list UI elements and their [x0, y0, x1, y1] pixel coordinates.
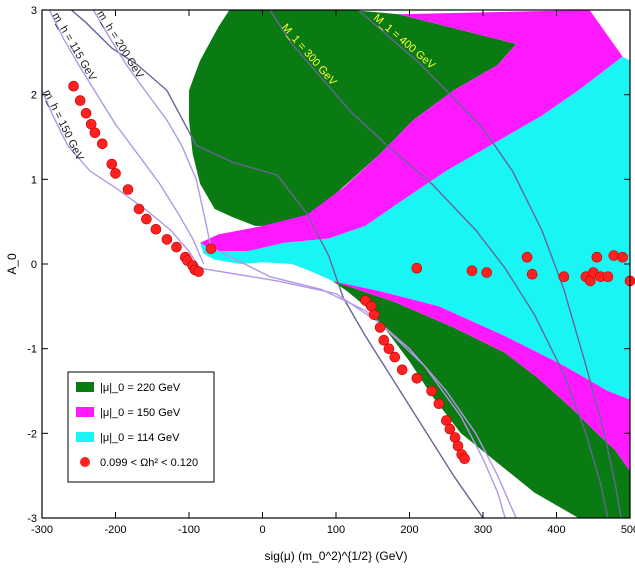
data-point-23: [374, 322, 386, 333]
data-point-29: [426, 385, 437, 397]
data-point-11: [150, 224, 162, 235]
y-tick-label: -2: [27, 428, 37, 440]
y-axis-title: A_0: [5, 253, 19, 275]
y-tick-label: 2: [31, 90, 37, 102]
data-point-41: [526, 268, 538, 280]
contour-curve-0: [269, 9, 609, 519]
data-point-27: [396, 364, 408, 376]
y-tick-label: 0: [31, 259, 37, 271]
contour-curve-5: [48, 9, 205, 265]
x-tick-label: 300: [474, 524, 492, 536]
region-1: [332, 280, 630, 518]
data-point-9: [133, 203, 145, 215]
legend-label: |μ|_0 = 220 GeV: [100, 382, 181, 394]
contour-curve-1: [357, 9, 622, 519]
data-point-30: [433, 398, 445, 410]
legend-label: |μ|_0 = 150 GeV: [100, 407, 181, 419]
data-point-32: [444, 423, 456, 435]
region-2: [200, 10, 623, 252]
x-tick-label: -100: [178, 524, 200, 536]
legend-label: 0.099 < Ωh² < 0.120: [100, 457, 198, 469]
y-tick-label: 3: [31, 5, 37, 17]
x-tick-label: 400: [547, 524, 565, 536]
data-point-26: [389, 351, 401, 363]
curve-label: m_h = 115 GeV: [50, 11, 99, 84]
data-point-37: [411, 262, 423, 274]
data-point-40: [521, 251, 533, 263]
legend-swatch: [76, 382, 94, 392]
x-tick-label: 200: [400, 524, 418, 536]
data-point-38: [466, 265, 478, 277]
data-point-13: [171, 241, 182, 253]
data-point-25: [383, 343, 395, 355]
legend-swatch: [76, 432, 94, 442]
region-3: [332, 280, 630, 472]
data-point-0: [68, 80, 79, 92]
region-4: [200, 56, 630, 400]
data-point-7: [110, 168, 121, 179]
data-point-4: [89, 127, 101, 139]
legend-label: |μ|_0 = 114 GeV: [100, 432, 180, 444]
y-tick-label: -1: [27, 344, 37, 356]
curve-label: m_h = 200 GeV: [94, 9, 145, 82]
data-point-49: [608, 250, 620, 261]
data-point-50: [617, 251, 628, 263]
y-tick-label: -3: [27, 513, 37, 525]
x-tick-label: 500: [621, 524, 635, 536]
data-point-6: [106, 158, 118, 170]
data-point-18: [193, 266, 204, 277]
data-point-8: [122, 184, 134, 195]
data-point-10: [141, 213, 152, 225]
data-point-12: [161, 234, 173, 245]
x-tick-label: -300: [31, 524, 53, 536]
x-axis-title: sig(μ) (m_0^2)^{1/2} (GeV): [265, 549, 408, 563]
ticks-layer: -300 -200 -100 0 100 200 300 400 500 -3 -2 -1 0 1 2 3: [27, 5, 635, 536]
data-point-36: [459, 453, 470, 465]
data-point-1: [74, 95, 86, 106]
data-point-24: [378, 334, 390, 346]
region-0: [189, 10, 517, 226]
data-point-2: [80, 108, 92, 119]
x-tick-label: 100: [327, 524, 345, 536]
data-point-48: [602, 271, 614, 283]
data-point-28: [411, 372, 423, 384]
points-layer: [68, 80, 635, 465]
data-point-39: [481, 267, 493, 278]
data-point-19: [205, 243, 217, 255]
legend-swatch: [76, 407, 94, 417]
data-point-42: [558, 271, 570, 283]
contour-curve-2: [70, 9, 484, 519]
regions-layer: [189, 10, 630, 518]
legend-marker: [80, 457, 90, 467]
legend: |μ|_0 = 220 GeV |μ|_0 = 150 GeV |μ|_0 = 11…: [67, 371, 215, 483]
data-point-46: [591, 251, 603, 263]
y-tick-label: 1: [31, 174, 37, 186]
x-tick-label: -200: [104, 524, 126, 536]
x-tick-label: 0: [259, 524, 265, 536]
data-point-22: [368, 309, 380, 321]
data-point-5: [97, 138, 108, 150]
